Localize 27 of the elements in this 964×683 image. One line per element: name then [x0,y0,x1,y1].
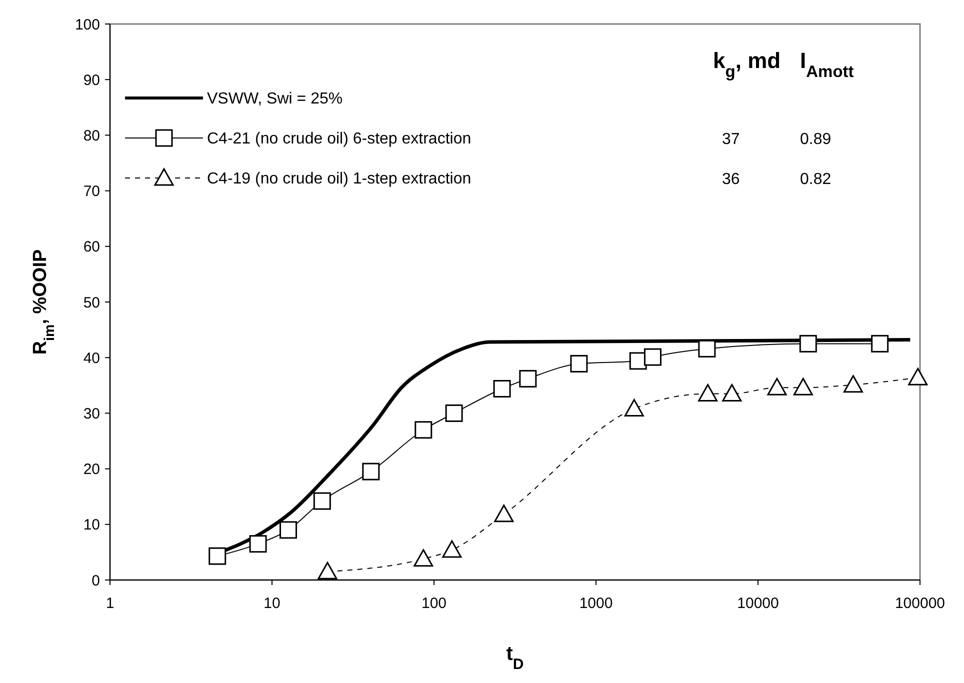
annotation: 0.89 [800,131,832,148]
x-tick-label: 1 [106,595,114,612]
y-tick-label: 40 [83,350,100,367]
y-tick-label: 50 [83,294,100,312]
annotation: k$_{g}$, md [713,48,781,81]
x-tick-label: 100000 [894,595,946,612]
y-tick-label: 80 [83,127,100,144]
x-tick-label: 100 [421,595,447,612]
x-tick-label: 10000 [737,595,779,612]
y-tick-label: 60 [83,238,100,256]
y-tick-label: 30 [83,405,100,422]
annotation: 36 [722,171,740,188]
annotation: 0.82 [800,171,832,188]
legend-label: C4-21 (no crude oil) 6-step extraction [207,130,472,148]
x-axis-title: t$_{D}$ [506,643,524,672]
legend-label: VSWW, Swi = 25% [207,90,343,108]
annotation: I$_{Amott}$ [800,48,854,81]
y-tick-label: 10 [83,516,100,534]
y-tick-label: 90 [83,72,100,89]
y-tick-label: 20 [83,461,100,478]
x-tick-label: 10 [264,595,280,612]
legend-label: C4-19 (no crude oil) 1-step extraction [207,170,472,188]
y-tick-label: 70 [83,183,100,200]
x-tick-label: 1000 [579,595,613,612]
y-tick-label: 0 [92,572,100,590]
annotation: 37 [722,131,740,148]
y-tick-label: 100 [74,16,100,34]
